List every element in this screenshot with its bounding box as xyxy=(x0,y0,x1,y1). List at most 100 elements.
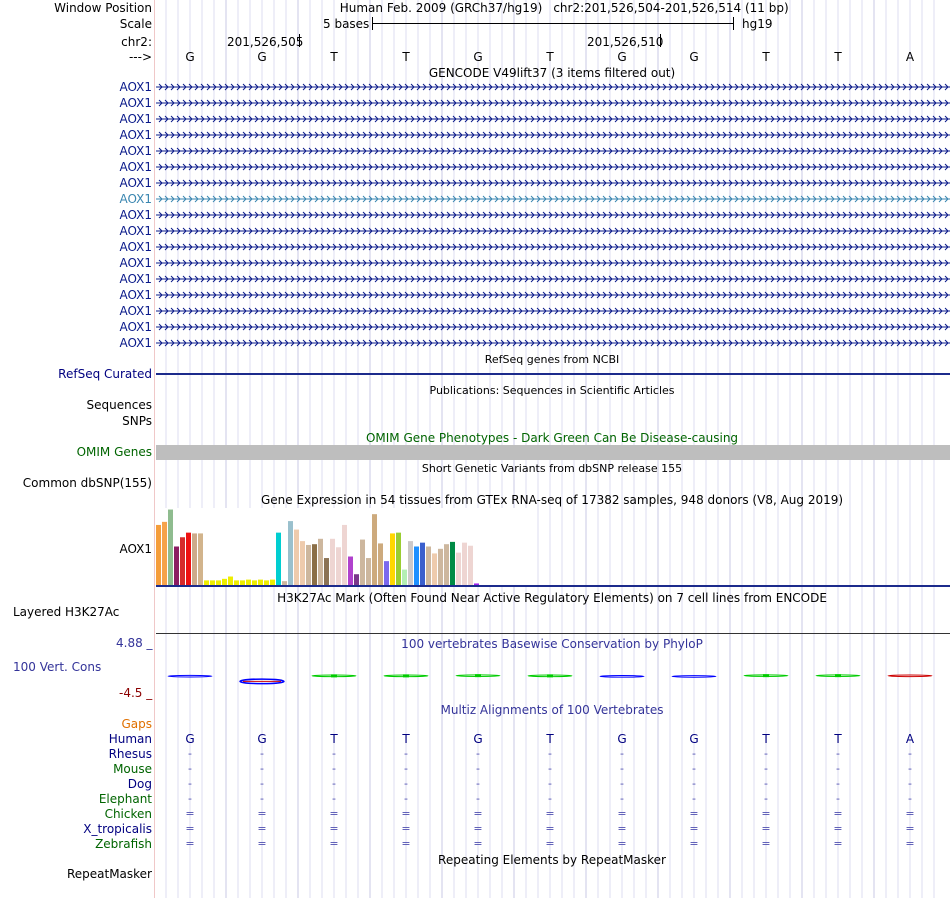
gencode-item-label[interactable]: AOX1 xyxy=(119,256,152,270)
gtex-title[interactable]: Gene Expression in 54 tissues from GTEx … xyxy=(260,493,844,507)
multiz-alignment-symbol: = xyxy=(473,807,483,820)
multiz-species-label[interactable]: Human xyxy=(108,732,152,746)
gtex-label[interactable]: AOX1 xyxy=(119,542,152,556)
multiz-alignment-symbol: = xyxy=(401,807,411,820)
gencode-transcript[interactable] xyxy=(156,98,950,108)
gencode-transcript[interactable] xyxy=(156,162,950,172)
gencode-transcript[interactable] xyxy=(156,194,950,204)
multiz-alignment-symbol: = xyxy=(473,822,483,835)
gencode-transcript[interactable] xyxy=(156,306,950,316)
multiz-alignment-symbol: = xyxy=(905,837,915,850)
multiz-alignment-symbol: - xyxy=(404,792,408,805)
conservation-label[interactable]: 100 Vert. Cons xyxy=(13,660,102,674)
h3k27ac-label[interactable]: Layered H3K27Ac xyxy=(13,605,120,619)
multiz-alignment-symbol: = xyxy=(257,822,267,835)
gtex-bar xyxy=(204,580,209,585)
gtex-bar xyxy=(438,548,443,585)
multiz-alignment-symbol: - xyxy=(908,747,912,760)
gtex-bar xyxy=(240,580,245,585)
gencode-item-label[interactable]: AOX1 xyxy=(119,336,152,350)
gencode-transcript[interactable] xyxy=(156,274,950,284)
multiz-alignment-symbol: - xyxy=(692,762,696,775)
conservation-plot[interactable] xyxy=(156,660,950,690)
gencode-item-label[interactable]: AOX1 xyxy=(119,320,152,334)
h3k27ac-title[interactable]: H3K27Ac Mark (Often Found Near Active Re… xyxy=(277,591,827,605)
gtex-bar-chart[interactable] xyxy=(156,508,532,585)
gencode-item-label[interactable]: AOX1 xyxy=(119,128,152,142)
multiz-alignment-symbol: = xyxy=(185,807,195,820)
multiz-alignment-symbol: - xyxy=(836,747,840,760)
multiz-human-base: T xyxy=(834,732,842,746)
gencode-transcript[interactable] xyxy=(156,242,950,252)
multiz-human-base: T xyxy=(330,732,338,746)
gencode-transcript[interactable] xyxy=(156,322,950,332)
multiz-alignment-symbol: = xyxy=(689,822,699,835)
multiz-species-label[interactable]: Rhesus xyxy=(108,747,152,761)
gtex-bar xyxy=(318,538,323,585)
gencode-transcript[interactable] xyxy=(156,130,950,140)
ruler-base: G xyxy=(185,50,195,64)
omim-gene-bar[interactable] xyxy=(156,445,950,460)
dbsnp-label[interactable]: Common dbSNP(155) xyxy=(22,476,152,490)
multiz-alignment-symbol: - xyxy=(908,762,912,775)
gencode-item-label[interactable]: AOX1 xyxy=(119,96,152,110)
gencode-transcript[interactable] xyxy=(156,226,950,236)
multiz-species-label[interactable]: Dog xyxy=(127,777,152,791)
multiz-species-label[interactable]: Elephant xyxy=(98,792,152,806)
gtex-bar xyxy=(348,556,353,585)
publications-label-sequences[interactable]: Sequences xyxy=(86,398,152,412)
gencode-item-label[interactable]: AOX1 xyxy=(119,240,152,254)
gencode-transcript[interactable] xyxy=(156,178,950,188)
gencode-transcript[interactable] xyxy=(156,290,950,300)
gencode-item-label[interactable]: AOX1 xyxy=(119,272,152,286)
refseq-title[interactable]: RefSeq genes from NCBI xyxy=(484,353,620,366)
repeatmasker-title[interactable]: Repeating Elements by RepeatMasker xyxy=(438,853,666,867)
gencode-item-label[interactable]: AOX1 xyxy=(119,224,152,238)
gencode-transcript[interactable] xyxy=(156,146,950,156)
conservation-title[interactable]: 100 vertebrates Basewise Conservation by… xyxy=(401,637,703,651)
gencode-item-label[interactable]: AOX1 xyxy=(119,208,152,222)
refseq-label[interactable]: RefSeq Curated xyxy=(58,367,152,381)
gencode-item-label[interactable]: AOX1 xyxy=(119,144,152,158)
refseq-gene-line[interactable] xyxy=(156,373,950,375)
multiz-alignment-symbol: = xyxy=(761,822,771,835)
gencode-item-label[interactable]: AOX1 xyxy=(119,80,152,94)
omim-label[interactable]: OMIM Genes xyxy=(76,445,152,459)
dbsnp-title[interactable]: Short Genetic Variants from dbSNP releas… xyxy=(421,462,683,475)
gtex-bar xyxy=(378,543,383,585)
gencode-item-label[interactable]: AOX1 xyxy=(119,176,152,190)
multiz-alignment-symbol: - xyxy=(260,792,264,805)
multiz-species-label[interactable]: Zebrafish xyxy=(95,837,152,851)
gencode-transcript[interactable] xyxy=(156,258,950,268)
gencode-transcript[interactable] xyxy=(156,114,950,124)
gtex-bar xyxy=(468,545,473,585)
gencode-transcript[interactable] xyxy=(156,82,950,92)
gtex-bar xyxy=(384,561,389,585)
gencode-transcript[interactable] xyxy=(156,210,950,220)
scale-text[interactable]: 5 bases xyxy=(323,17,370,31)
h3k27ac-baseline xyxy=(156,633,950,634)
multiz-species-label[interactable]: X_tropicalis xyxy=(83,822,152,836)
publications-title[interactable]: Publications: Sequences in Scientific Ar… xyxy=(429,384,675,397)
gencode-item-label[interactable]: AOX1 xyxy=(119,304,152,318)
repeatmasker-label[interactable]: RepeatMasker xyxy=(66,867,152,881)
multiz-species-label[interactable]: Mouse xyxy=(113,762,152,776)
conservation-max-label: 4.88 _ xyxy=(116,636,153,650)
gencode-item-label[interactable]: AOX1 xyxy=(119,192,152,206)
gtex-bar xyxy=(216,580,221,585)
gencode-item-label[interactable]: AOX1 xyxy=(119,160,152,174)
multiz-alignment-symbol: - xyxy=(332,762,336,775)
ruler-base: T xyxy=(402,50,410,64)
gencode-title[interactable]: GENCODE V49lift37 (3 items filtered out) xyxy=(428,66,676,80)
conservation-min-label: -4.5 _ xyxy=(119,686,153,700)
multiz-species-label[interactable]: Chicken xyxy=(104,807,152,821)
multiz-alignment-symbol: - xyxy=(332,747,336,760)
conservation-peak xyxy=(403,674,409,678)
multiz-alignment-symbol: = xyxy=(473,837,483,850)
multiz-title[interactable]: Multiz Alignments of 100 Vertebrates xyxy=(440,703,664,717)
gencode-item-label[interactable]: AOX1 xyxy=(119,288,152,302)
publications-label-snps[interactable]: SNPs xyxy=(122,414,152,428)
omim-title[interactable]: OMIM Gene Phenotypes - Dark Green Can Be… xyxy=(365,431,739,445)
gencode-transcript[interactable] xyxy=(156,338,950,348)
gencode-item-label[interactable]: AOX1 xyxy=(119,112,152,126)
